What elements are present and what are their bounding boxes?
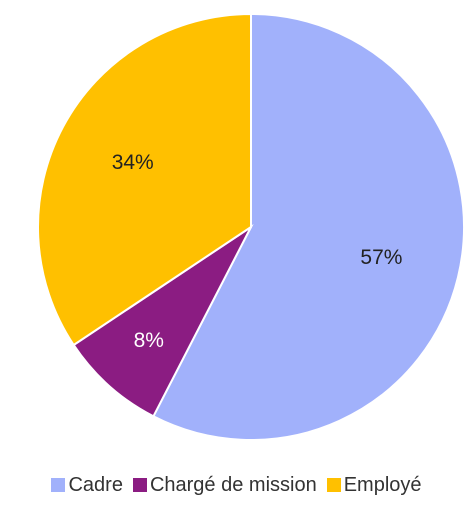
legend-label-charge-de-mission: Chargé de mission [149, 473, 317, 496]
legend-swatch-employe [326, 478, 341, 492]
legend-swatch-charge-de-mission [132, 478, 147, 492]
pie-chart-svg: 57% 8% 34% [37, 12, 465, 441]
data-label-employe: 34% [112, 151, 154, 174]
data-label-charge-de-mission: 8% [134, 329, 164, 352]
data-label-cadre: 57% [360, 246, 402, 269]
legend-label-employe: Employé [343, 473, 422, 496]
chart-legend: Cadre Chargé de mission Employé [0, 470, 473, 500]
legend-item-cadre: Cadre [51, 473, 123, 497]
legend-item-employe: Employé [326, 473, 422, 497]
legend-item-charge-de-mission: Chargé de mission [132, 473, 317, 497]
pie-slice-cadre [152, 12, 465, 441]
legend-swatch-cadre [51, 478, 66, 492]
pie-slice-employe [37, 12, 252, 347]
pie-slice-charge-de-mission [72, 224, 254, 418]
legend-label-cadre: Cadre [68, 473, 123, 496]
